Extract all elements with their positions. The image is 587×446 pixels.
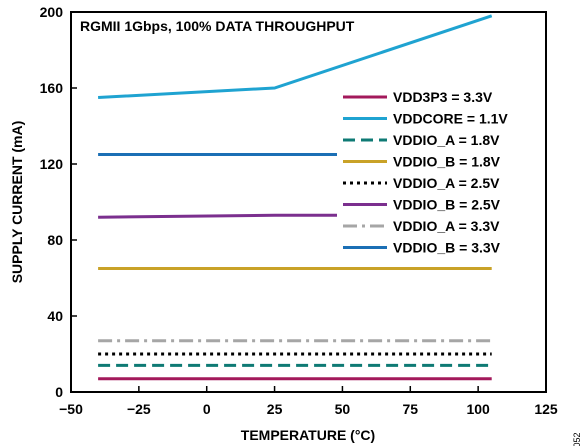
legend: VDD3P3 = 3.3V VDDCORE = 1.1V VDDIO_A = 1.8… bbox=[343, 89, 508, 256]
x-tick-label: −25 bbox=[127, 401, 151, 417]
y-tick-label: 120 bbox=[40, 156, 64, 172]
chart-title: RGMII 1Gbps, 100% DATA THROUGHPUT bbox=[80, 18, 355, 34]
x-tick-label: −50 bbox=[59, 401, 83, 417]
series-line-vddcore-1-1v bbox=[98, 14, 493, 99]
x-tick-label: 100 bbox=[466, 401, 490, 417]
legend-label-vdd3p3-3-3v: VDD3P3 = 3.3V bbox=[393, 89, 493, 105]
figure-code: 052 bbox=[572, 432, 582, 446]
x-tick-label: 125 bbox=[534, 401, 558, 417]
x-tick-label: 75 bbox=[402, 401, 418, 417]
x-tick-label: 0 bbox=[203, 401, 211, 417]
legend-label-vddcore-1-1v: VDDCORE = 1.1V bbox=[393, 111, 508, 127]
title-box bbox=[73, 14, 395, 38]
legend-box bbox=[337, 87, 542, 261]
y-tick-label: 0 bbox=[55, 384, 63, 400]
y-tick-label: 200 bbox=[40, 4, 64, 20]
x-tick-label: 25 bbox=[267, 401, 283, 417]
y-axis-title: SUPPLY CURRENT (mA) bbox=[9, 121, 25, 284]
legend-label-vddio-a-2-5v: VDDIO_A = 2.5V bbox=[393, 175, 500, 191]
legend-label-vddio-b-3-3v: VDDIO_B = 3.3V bbox=[393, 240, 501, 256]
x-axis-title: TEMPERATURE (°C) bbox=[241, 427, 375, 443]
legend-label-vddio-a-3-3v: VDDIO_A = 3.3V bbox=[393, 218, 500, 234]
y-tick-label: 160 bbox=[40, 80, 64, 96]
plot-frame bbox=[70, 11, 547, 393]
x-tick-label: 50 bbox=[335, 401, 351, 417]
legend-label-vddio-a-1-8v: VDDIO_A = 1.8V bbox=[393, 132, 500, 148]
legend-label-vddio-b-2-5v: VDDIO_B = 2.5V bbox=[393, 197, 501, 213]
tick-layer: −50 −25 0 25 50 75 100 125 0 40 80 120 160 200 bbox=[40, 4, 558, 417]
y-tick-label: 40 bbox=[47, 308, 63, 324]
legend-label-vddio-b-1-8v: VDDIO_B = 1.8V bbox=[393, 154, 501, 170]
y-tick-label: 80 bbox=[47, 232, 63, 248]
